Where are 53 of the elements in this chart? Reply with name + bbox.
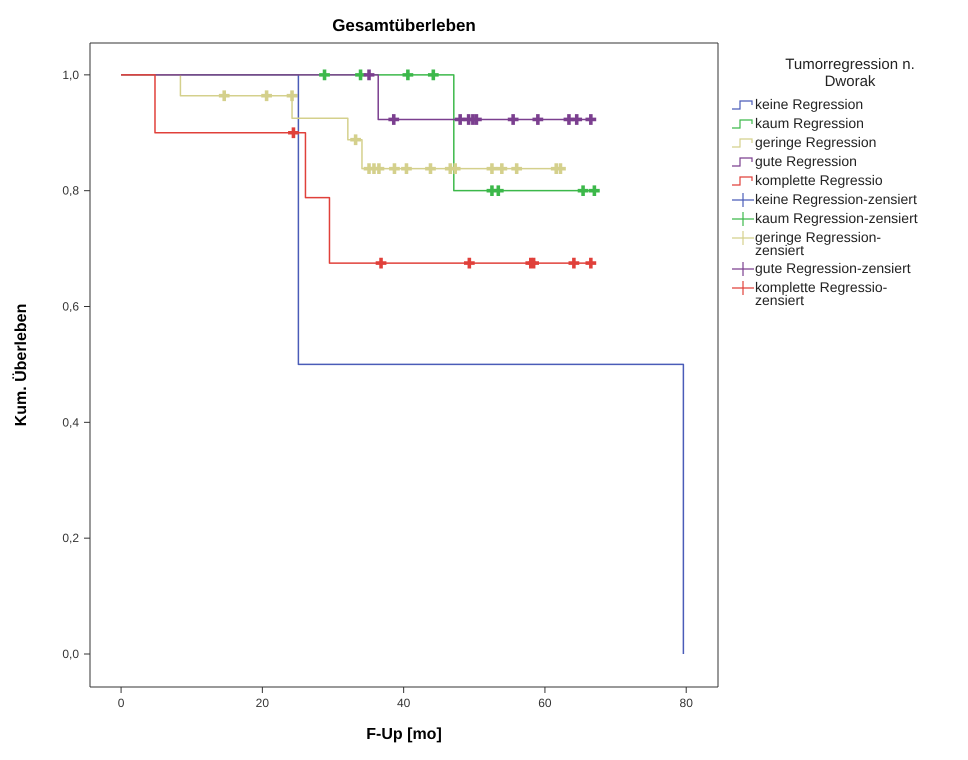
point <box>578 185 588 196</box>
y-tick-label: 0,2 <box>62 531 80 546</box>
y-tick-label: 0,6 <box>62 300 80 314</box>
legend-label: gute Regression <box>755 153 857 169</box>
legend-label: geringe Regression <box>755 134 876 150</box>
point <box>496 163 508 174</box>
point <box>376 258 386 268</box>
point <box>464 258 475 268</box>
point <box>585 114 596 125</box>
point <box>402 69 414 80</box>
point <box>511 163 522 174</box>
legend-label: gute Regression-zensiert <box>755 260 911 276</box>
point <box>389 163 400 174</box>
legend-label: komplette Regressio <box>755 172 883 188</box>
point <box>288 127 299 138</box>
point <box>585 258 596 268</box>
y-axis-title: Kum. Überleben <box>13 304 31 426</box>
y-tick-label: 0,4 <box>62 415 80 430</box>
point <box>319 69 330 80</box>
point <box>388 114 400 125</box>
point <box>401 163 412 174</box>
x-axis-title: F-Up [mo] <box>365 726 443 744</box>
point <box>508 114 519 125</box>
x-tick-label: 0 <box>118 696 125 710</box>
point <box>218 90 230 102</box>
x-tick-label: 40 <box>396 696 411 710</box>
point <box>364 69 374 80</box>
point <box>532 114 544 125</box>
x-tick-label: 60 <box>538 696 552 710</box>
legend-label: komplette Regressio-zensiert <box>755 279 888 308</box>
legend-label: kaum Regression <box>755 115 864 131</box>
chart-title: Gesamtüberleben <box>331 16 477 36</box>
legend-label: keine Regression-zensiert <box>755 191 917 207</box>
point <box>589 185 600 196</box>
point <box>286 90 298 102</box>
legend-title: Tumorregression n. Dworak <box>784 56 916 90</box>
y-tick-label: 0,8 <box>62 184 80 198</box>
legend-label: kaum Regression-zensiert <box>755 210 918 226</box>
legend-label: geringe Regression-zensiert <box>755 229 882 258</box>
point <box>486 163 498 174</box>
point <box>568 258 580 268</box>
legend-label: keine Regression <box>755 96 864 112</box>
point <box>350 134 361 146</box>
x-tick-label: 80 <box>680 696 694 710</box>
point <box>528 258 539 268</box>
x-tick-label: 20 <box>256 696 270 710</box>
y-tick-label: 0,0 <box>62 646 80 661</box>
point <box>425 163 436 174</box>
point <box>571 114 582 125</box>
y-tick-label: 1,0 <box>62 68 80 82</box>
point <box>428 69 439 80</box>
point <box>492 185 504 196</box>
point <box>261 90 272 102</box>
